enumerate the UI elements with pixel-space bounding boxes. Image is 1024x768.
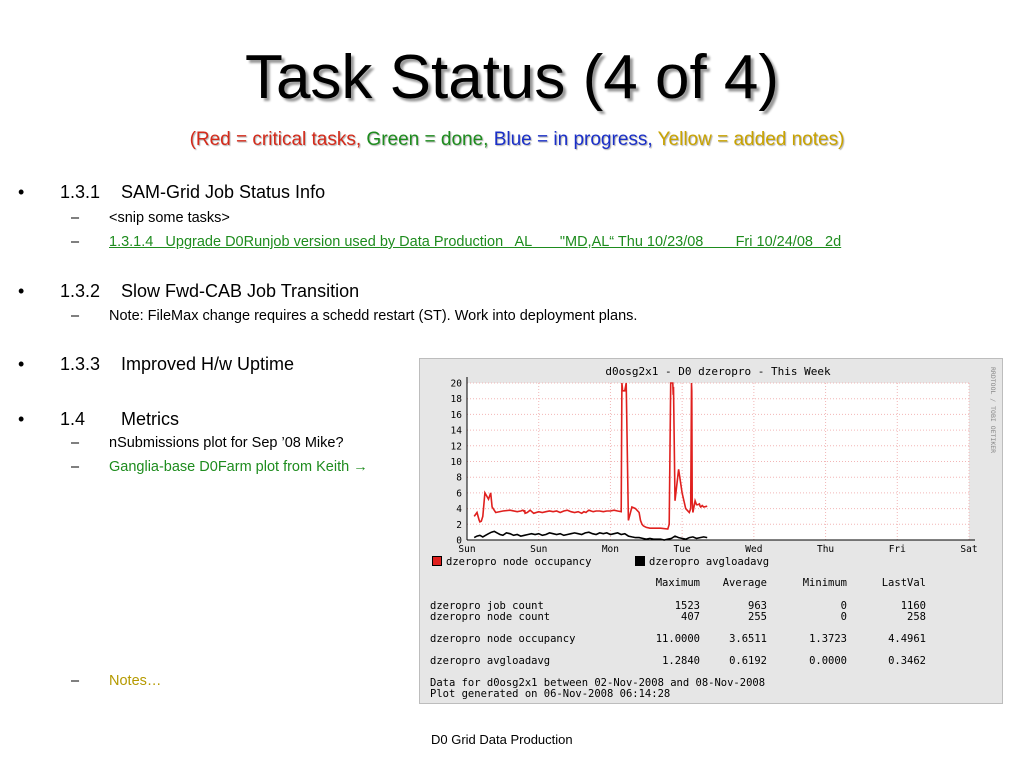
legend-open-paren: (	[189, 129, 196, 150]
stats-value: 0.0000	[809, 655, 847, 667]
stats-value: 0.3462	[888, 655, 926, 667]
bullet: •	[18, 354, 25, 374]
legend-label: dzeropro avgloadavg	[649, 556, 770, 568]
stats-value: 4.4961	[888, 633, 926, 645]
stats-value: 1.2840	[662, 655, 700, 667]
plot-generated-time: Plot generated on 06-Nov-2008 06:14:28	[430, 688, 671, 700]
task-link-1-3-1-4[interactable]: 1.3.1.4 Upgrade D0Runjob version used by…	[109, 234, 842, 250]
item-title: Slow Fwd-CAB Job Transition	[121, 281, 360, 301]
item-title: Improved H/w Uptime	[121, 354, 295, 374]
plot-data-range: Data for d0osg2x1 between 02-Nov-2008 an…	[430, 677, 766, 689]
stats-value: 0	[840, 611, 847, 623]
stats-label: dzeropro avgloadavg	[430, 655, 551, 667]
sub-item-text: nSubmissions plot for Sep ’08 Mike?	[109, 435, 344, 451]
dash: –	[71, 435, 80, 451]
legend-avgloadavg: dzeropro avgloadavg	[635, 556, 769, 568]
y-tick-label: 10	[451, 457, 463, 468]
sub-item-text: <snip some tasks>	[109, 210, 230, 226]
slide-footer: D0 Grid Data Production	[431, 732, 573, 747]
dash: –	[71, 234, 80, 250]
stats-value: 1160	[900, 600, 926, 612]
ganglia-plot: 0 2 4 6 8 10 12 14 16 18 20 Sun Sun Mon Tue Wed Thu Fri Sa…	[419, 358, 1003, 704]
stats-value: 0	[840, 600, 847, 612]
legend-swatch-black	[635, 556, 645, 566]
dash: –	[71, 210, 80, 226]
x-tick-label: Sun	[458, 544, 475, 555]
notes-text: Notes…	[109, 673, 162, 689]
x-tick-label: Thu	[817, 544, 834, 555]
bullet: •	[18, 182, 25, 202]
legend-close-paren: )	[838, 129, 845, 150]
stats-value: 11.0000	[655, 633, 700, 645]
stats-label: dzeropro job count	[430, 600, 544, 612]
item-number: 1.4	[60, 409, 86, 429]
stats-value: 0.6192	[729, 655, 767, 667]
series-line-node-occupancy	[473, 382, 708, 530]
stats-value: 1.3723	[809, 633, 847, 645]
x-tick-label: Tue	[674, 544, 691, 555]
x-tick-label: Sun	[530, 544, 547, 555]
stats-label: dzeropro node occupancy	[430, 633, 576, 645]
y-tick-label: 14	[451, 426, 463, 437]
y-tick-label: 0	[456, 536, 462, 547]
y-tick-label: 20	[451, 379, 463, 390]
stats-value: 258	[907, 611, 926, 623]
item-title: SAM-Grid Job Status Info	[121, 182, 326, 202]
rrdtool-side-label: RRDTOOL / TOBI OETIKER	[989, 367, 997, 453]
legend-label: dzeropro node occupancy	[446, 556, 592, 568]
item-number: 1.3.3	[60, 354, 101, 374]
stats-label: dzeropro node count	[430, 611, 551, 623]
y-tick-label: 12	[451, 441, 462, 452]
legend-yellow: Yellow = added notes	[657, 129, 839, 150]
stats-header: LastVal	[881, 577, 926, 589]
stats-value: 255	[748, 611, 767, 623]
stats-value: 1523	[674, 600, 700, 612]
y-tick-label: 18	[451, 394, 463, 405]
dash: –	[71, 308, 80, 324]
bullet: •	[18, 281, 25, 301]
sub-item-text: Ganglia-base D0Farm plot from Keith →	[109, 458, 368, 476]
legend-swatch-red	[432, 556, 442, 566]
stats-header: Average	[722, 577, 767, 589]
series-line-avgloadavg	[473, 530, 708, 541]
stats-value: 3.6511	[729, 633, 767, 645]
legend-green: Green = done,	[366, 129, 489, 150]
x-tick-label: Fri	[889, 544, 906, 555]
sub-item-text: Note: FileMax change requires a schedd r…	[109, 308, 638, 324]
chart-title: d0osg2x1 - D0 dzeropro - This Week	[605, 365, 831, 378]
y-tick-label: 4	[456, 504, 462, 515]
legend-occupancy: dzeropro node occupancy	[432, 556, 591, 568]
stats-header: Minimum	[802, 577, 847, 589]
slide-title: Task Status (4 of 4)	[244, 43, 780, 112]
x-tick-label: Mon	[602, 544, 619, 555]
stats-value: 407	[681, 611, 700, 623]
bullet: •	[18, 409, 25, 429]
plot-area	[467, 383, 969, 540]
chart-svg: 0 2 4 6 8 10 12 14 16 18 20 Sun Sun Mon Tue Wed Thu Fri Sa…	[451, 365, 997, 555]
y-tick-label: 2	[456, 520, 462, 531]
legend-red: Red = critical tasks,	[195, 129, 362, 150]
legend-blue: Blue = in progress,	[493, 129, 653, 150]
x-tick-label: Sat	[960, 544, 977, 555]
stats-value: 963	[748, 600, 767, 612]
stats-header: Maximum	[655, 577, 700, 589]
item-number: 1.3.2	[60, 281, 101, 301]
dash: –	[71, 459, 80, 475]
arrow-right-icon: →	[353, 459, 368, 475]
y-tick-label: 8	[456, 473, 462, 484]
item-number: 1.3.1	[60, 182, 101, 202]
item-title: Metrics	[121, 409, 179, 429]
dash: –	[71, 673, 80, 689]
y-tick-label: 16	[451, 410, 463, 421]
y-tick-label: 6	[456, 488, 462, 499]
color-legend: (Red = critical tasks, Green = done, Blu…	[0, 127, 1024, 153]
x-tick-label: Wed	[745, 544, 762, 555]
ganglia-text: Ganglia-base D0Farm plot from Keith	[109, 459, 350, 475]
